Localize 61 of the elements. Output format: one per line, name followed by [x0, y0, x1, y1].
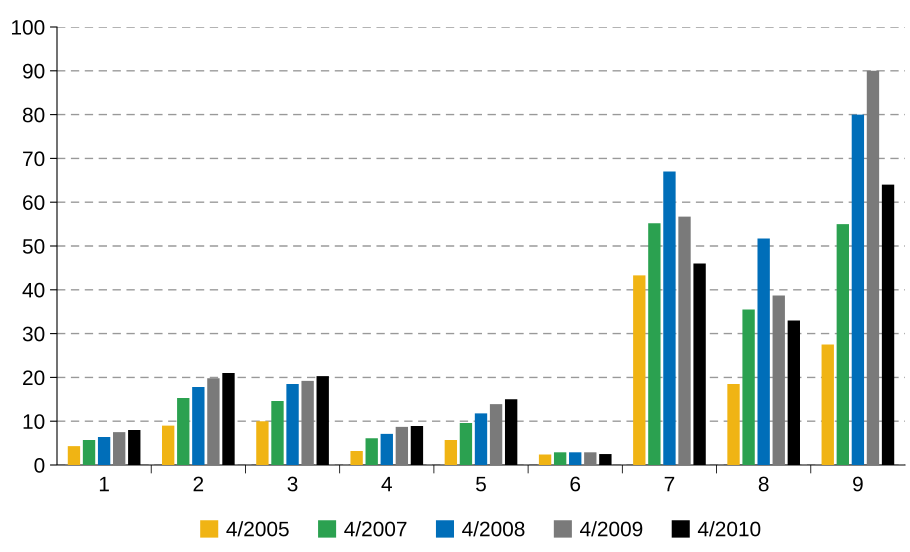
bar	[866, 70, 880, 465]
bar	[569, 452, 582, 465]
bar	[490, 404, 502, 465]
x-tick-label: 6	[570, 476, 580, 492]
y-tick-label: 40	[22, 282, 44, 298]
bar	[350, 450, 363, 465]
bar	[192, 387, 205, 465]
y-tick-label: 60	[23, 195, 44, 210]
bar	[113, 432, 126, 465]
bar	[757, 238, 770, 465]
bar	[444, 440, 458, 465]
bar	[162, 426, 174, 465]
legend-label: 4/2009	[580, 521, 642, 536]
bar	[633, 275, 646, 465]
y-tick-label: 90	[23, 64, 44, 79]
y-tick-label: 10	[24, 414, 44, 429]
x-tick-label: 1	[100, 476, 109, 492]
bar	[366, 438, 378, 465]
y-tick-label: 80	[22, 108, 44, 122]
legend-label: 4/2010	[698, 521, 760, 536]
y-tick-label: 100	[12, 20, 44, 35]
bar	[852, 114, 864, 465]
bar	[286, 384, 299, 465]
x-tick-label: 7	[664, 476, 674, 492]
bar	[98, 436, 110, 465]
x-tick-label: 9	[853, 476, 863, 492]
legend-label: 4/2005	[226, 521, 289, 536]
bar	[584, 452, 596, 465]
bar	[772, 295, 785, 465]
y-tick-label: 70	[23, 151, 44, 166]
bar	[554, 452, 566, 465]
bar	[396, 426, 408, 465]
bar	[271, 401, 284, 465]
bar	[742, 310, 755, 465]
bar	[460, 422, 472, 465]
x-tick-label: 3	[288, 476, 298, 492]
y-tick-label: 20	[23, 370, 44, 386]
legend-label: 4/2008	[462, 521, 524, 536]
y-tick-label: 50	[22, 239, 44, 254]
bar	[663, 172, 676, 465]
x-tick-label: 5	[476, 476, 486, 492]
bar	[727, 384, 740, 465]
bar	[822, 344, 834, 465]
bar	[82, 440, 96, 465]
bar	[474, 413, 488, 465]
x-tick-label: 2	[194, 476, 204, 492]
bar	[68, 446, 80, 465]
x-tick-label: 4	[381, 476, 392, 492]
y-tick-label: 30	[22, 326, 44, 342]
bar	[256, 421, 269, 465]
y-tick-label: 0	[34, 458, 44, 473]
bar	[207, 378, 220, 465]
bar	[177, 398, 190, 465]
bar	[678, 216, 691, 465]
x-tick-label: 8	[758, 476, 769, 492]
bar	[648, 223, 661, 465]
bar	[380, 434, 393, 465]
bar	[538, 454, 552, 465]
legend-label: 4/2007	[344, 521, 406, 536]
bar	[836, 224, 849, 465]
bar	[301, 380, 314, 465]
